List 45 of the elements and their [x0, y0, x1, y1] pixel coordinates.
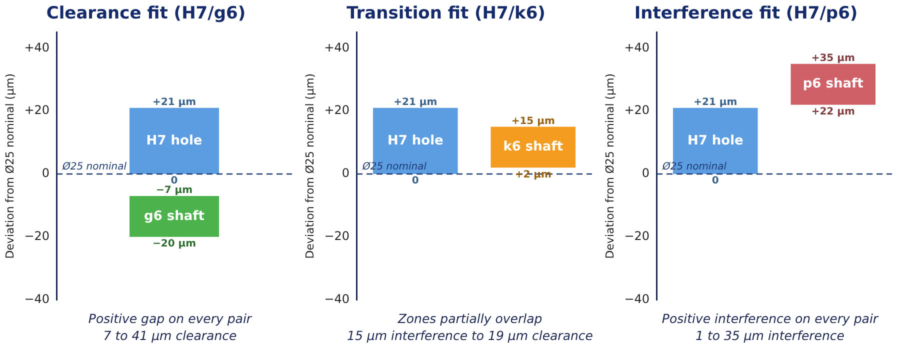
- y-axis-title: Deviation from Ø25 nominal (µm): [603, 73, 616, 259]
- annotation: +21 µm: [394, 96, 438, 108]
- annotation: 0: [412, 176, 419, 187]
- series-label: H7 hole: [687, 133, 744, 148]
- chart-title: Interference fit (H7/p6): [634, 4, 858, 24]
- y-tick-label: +40: [24, 40, 50, 54]
- y-tick-label: −20: [624, 229, 650, 244]
- series-label: H7 hole: [146, 133, 202, 148]
- series-label: k6 shaft: [503, 140, 564, 155]
- annotation: 0: [712, 176, 719, 187]
- y-tick-label: +20: [624, 103, 650, 118]
- y-tick-label: 0: [342, 166, 350, 180]
- chart-title: Transition fit (H7/k6): [346, 4, 546, 24]
- annotation: +15 µm: [511, 116, 555, 127]
- text: 1 to 35 µm interference: [694, 327, 846, 344]
- text: 15 µm interference to 19 µm clearance: [346, 327, 594, 344]
- annotation: +21 µm: [694, 96, 738, 108]
- text: Zones partially overlap: [396, 310, 544, 327]
- y-tick-label: +40: [324, 40, 350, 54]
- annotation: 0: [170, 176, 178, 187]
- y-tick-label: −20: [324, 229, 350, 244]
- y-tick-label: 0: [42, 166, 50, 180]
- y-tick-label: 0: [642, 166, 650, 180]
- text: Positive gap on every pair: [87, 310, 254, 327]
- y-tick-label: −40: [24, 292, 50, 306]
- series-label: H7 hole: [387, 133, 444, 148]
- y-axis-title: Deviation from Ø25 nominal (µm): [3, 73, 16, 259]
- annotation: +21 µm: [152, 96, 196, 108]
- y-tick-label: +40: [624, 40, 650, 54]
- y-tick-label: −20: [24, 229, 50, 244]
- y-tick-label: +20: [324, 103, 350, 118]
- annotation: −20 µm: [152, 238, 196, 250]
- text: Positive interference on every pair: [660, 310, 880, 327]
- annotation: −7 µm: [156, 184, 193, 196]
- series-label: g6 shaft: [144, 208, 205, 224]
- series-label: p6 shaft: [802, 76, 864, 92]
- y-axis-title: Deviation from Ø25 nominal (µm): [303, 73, 316, 259]
- annotation: +22 µm: [811, 106, 855, 118]
- y-tick-label: −40: [624, 292, 650, 306]
- annotation: +35 µm: [811, 52, 855, 64]
- y-tick-label: +20: [24, 103, 50, 118]
- y-tick-label: −40: [324, 292, 350, 306]
- ref-line-label: Ø25 nominal: [62, 162, 127, 173]
- chart-title: Clearance fit (H7/g6): [46, 4, 246, 24]
- text: 7 to 41 µm clearance: [102, 327, 238, 344]
